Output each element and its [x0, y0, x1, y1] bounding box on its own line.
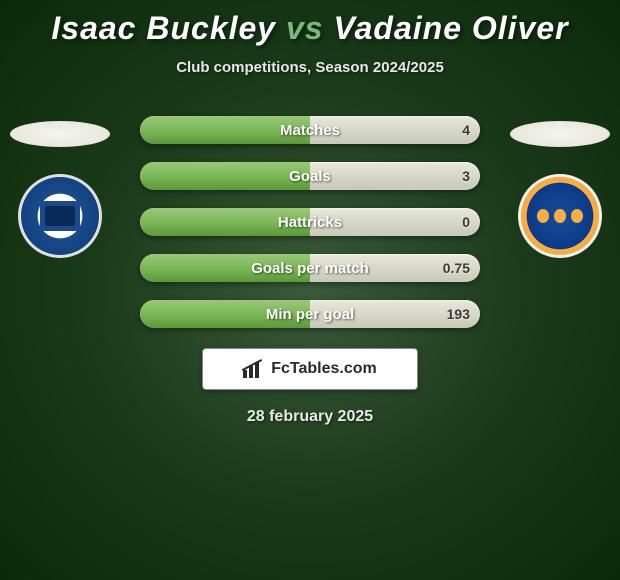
stat-value-right: 4	[462, 122, 470, 138]
vs-separator: vs	[286, 10, 324, 46]
player2-name: Vadaine Oliver	[333, 10, 568, 46]
stat-label: Goals	[289, 168, 331, 185]
stat-row: Goals per match 0.75	[140, 254, 480, 282]
stat-value-right: 0.75	[443, 260, 470, 276]
stat-row: Matches 4	[140, 116, 480, 144]
stat-value-right: 193	[447, 306, 470, 322]
subtitle: Club competitions, Season 2024/2025	[0, 59, 620, 76]
stat-label: Goals per match	[251, 260, 369, 277]
stat-fill	[140, 162, 310, 190]
content-area: Matches 4 Goals 3 Hattricks 0 Goals per …	[0, 116, 620, 426]
date-label: 28 february 2025	[0, 408, 620, 426]
stat-label: Min per goal	[266, 306, 354, 323]
stat-row: Min per goal 193	[140, 300, 480, 328]
club-badge-icon	[40, 201, 80, 231]
player2-marker	[510, 121, 610, 147]
stat-row: Hattricks 0	[140, 208, 480, 236]
stats-list: Matches 4 Goals 3 Hattricks 0 Goals per …	[140, 116, 480, 328]
brand-box[interactable]: FcTables.com	[202, 348, 418, 390]
club-badge-icon	[535, 201, 585, 231]
brand-text: FcTables.com	[271, 360, 377, 378]
player1-marker	[10, 121, 110, 147]
stat-label: Hattricks	[278, 214, 342, 231]
stat-row: Goals 3	[140, 162, 480, 190]
stat-label: Matches	[280, 122, 340, 139]
player2-club-badge	[518, 174, 602, 258]
player1-club-badge	[18, 174, 102, 258]
player1-name: Isaac Buckley	[51, 10, 276, 46]
stat-value-right: 3	[462, 168, 470, 184]
stat-value-right: 0	[462, 214, 470, 230]
chart-icon	[243, 360, 265, 378]
comparison-title: Isaac Buckley vs Vadaine Oliver	[0, 0, 620, 47]
